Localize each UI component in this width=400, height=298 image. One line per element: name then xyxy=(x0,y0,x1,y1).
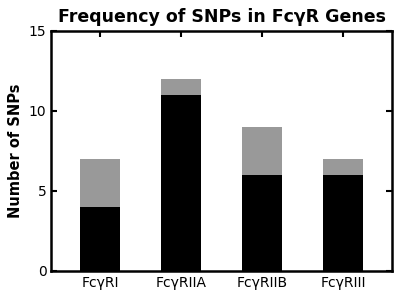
Y-axis label: Number of SNPs: Number of SNPs xyxy=(8,83,23,218)
Title: Frequency of SNPs in FcγR Genes: Frequency of SNPs in FcγR Genes xyxy=(58,8,386,26)
Bar xyxy=(242,175,282,271)
Bar xyxy=(323,159,363,175)
Bar xyxy=(242,127,282,175)
Bar xyxy=(161,95,201,271)
Bar xyxy=(80,159,120,207)
Bar xyxy=(161,79,201,95)
Bar xyxy=(323,175,363,271)
Bar xyxy=(80,207,120,271)
